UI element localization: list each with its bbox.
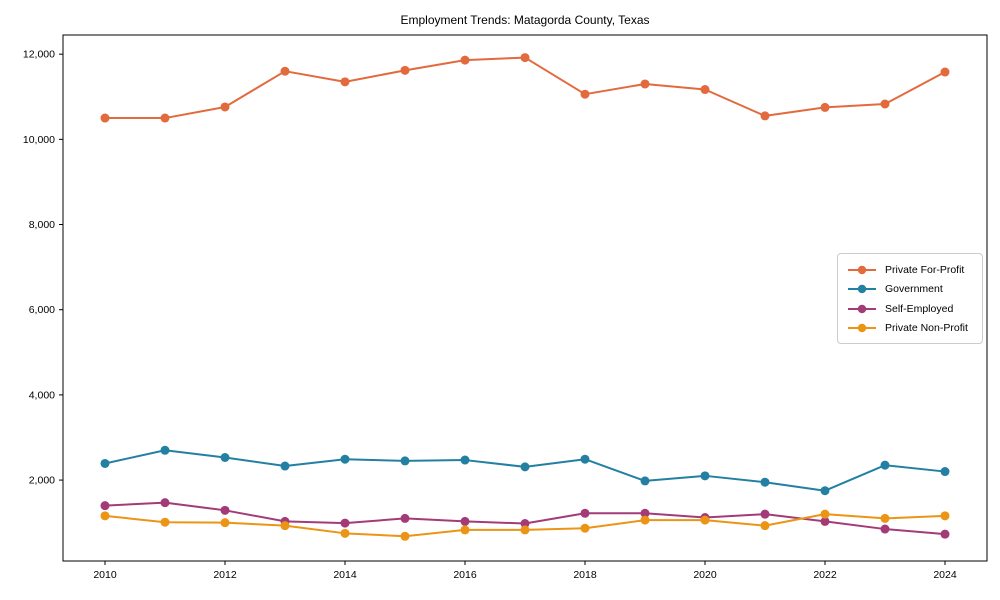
legend-label: Private Non-Profit — [885, 322, 968, 335]
data-point — [160, 517, 170, 527]
series-government — [100, 445, 950, 496]
data-point — [640, 476, 650, 486]
data-point — [940, 511, 950, 521]
data-point — [100, 458, 110, 468]
data-point — [400, 513, 410, 523]
data-point — [520, 525, 530, 535]
data-point — [640, 508, 650, 518]
data-point — [460, 516, 470, 526]
axes: 2010 2012 2014 2016 2018 2020 2022 2024 2,000 4,0… — [23, 49, 957, 581]
legend-item-government: Government — [847, 281, 976, 298]
data-point — [520, 53, 530, 63]
data-point — [220, 505, 230, 515]
data-point — [340, 518, 350, 528]
data-point — [820, 516, 830, 526]
data-point — [280, 521, 290, 531]
data-point — [220, 453, 230, 463]
legend-item-self-employed: Self-Employed — [847, 300, 976, 317]
y-tick-label: 2,000 — [29, 475, 55, 487]
data-point — [340, 77, 350, 87]
data-point — [400, 531, 410, 541]
data-point — [220, 102, 230, 112]
series-private-non-profit — [100, 509, 950, 541]
legend-item-private-non-profit: Private Non-Profit — [847, 320, 976, 337]
data-point — [580, 454, 590, 464]
series-line — [105, 56, 946, 120]
legend-marker-self-employed — [848, 304, 876, 314]
series-private-for-profit — [100, 53, 950, 123]
data-point — [100, 501, 110, 511]
data-point — [940, 529, 950, 539]
data-point — [400, 65, 410, 75]
legend-label: Private For-Profit — [885, 263, 965, 276]
x-tick-label: 2012 — [213, 569, 237, 581]
data-point — [580, 89, 590, 99]
y-tick-label: 4,000 — [29, 389, 55, 401]
data-point — [760, 111, 770, 121]
data-point — [340, 528, 350, 538]
data-point — [820, 509, 830, 519]
data-point — [460, 55, 470, 65]
data-point — [640, 515, 650, 525]
data-point — [520, 519, 530, 529]
data-point — [760, 509, 770, 519]
x-tick-label: 2010 — [93, 569, 117, 581]
x-tick-label: 2020 — [693, 569, 717, 581]
y-tick-label: 10,000 — [23, 134, 55, 146]
data-point — [460, 525, 470, 535]
data-point — [280, 66, 290, 76]
data-point — [400, 456, 410, 466]
legend-marker-private-non-profit — [848, 324, 876, 333]
data-point — [160, 445, 170, 455]
data-point — [100, 511, 110, 521]
legend-item-private-for-profit: Private For-Profit — [847, 261, 976, 278]
data-point — [160, 113, 170, 123]
y-tick-label: 12,000 — [23, 49, 55, 61]
data-point — [100, 113, 110, 123]
x-tick-label: 2018 — [573, 569, 597, 581]
data-point — [820, 102, 830, 112]
data-point — [880, 513, 890, 523]
legend: Private For-Profit Government Self-Employe… — [837, 253, 983, 344]
data-point — [760, 521, 770, 531]
x-tick-label: 2016 — [453, 569, 477, 581]
data-point — [940, 67, 950, 77]
legend-label: Government — [885, 283, 943, 296]
data-point — [880, 460, 890, 470]
chart-title: Employment Trends: Matagorda County, Tex… — [400, 13, 650, 27]
y-tick-label: 6,000 — [29, 304, 55, 316]
data-point — [160, 498, 170, 508]
data-point — [220, 518, 230, 528]
x-tick-label: 2022 — [813, 569, 837, 581]
data-point — [940, 467, 950, 477]
data-point — [340, 454, 350, 464]
data-point — [580, 523, 590, 533]
data-point — [880, 524, 890, 534]
data-point — [880, 99, 890, 109]
data-point — [700, 85, 710, 95]
data-point — [280, 461, 290, 471]
data-point — [580, 508, 590, 518]
data-point — [520, 462, 530, 472]
legend-marker-government — [848, 284, 876, 294]
plot-frame — [62, 34, 988, 562]
legend-marker-private-for-profit — [848, 265, 876, 274]
legend-label: Self-Employed — [885, 302, 954, 315]
data-point — [640, 79, 650, 89]
data-point — [820, 486, 830, 496]
y-tick-label: 8,000 — [29, 219, 55, 231]
x-tick-label: 2024 — [933, 569, 957, 581]
data-point — [760, 477, 770, 487]
data-point — [460, 455, 470, 465]
x-tick-label: 2014 — [333, 569, 357, 581]
data-point — [700, 515, 710, 525]
data-point — [700, 471, 710, 481]
